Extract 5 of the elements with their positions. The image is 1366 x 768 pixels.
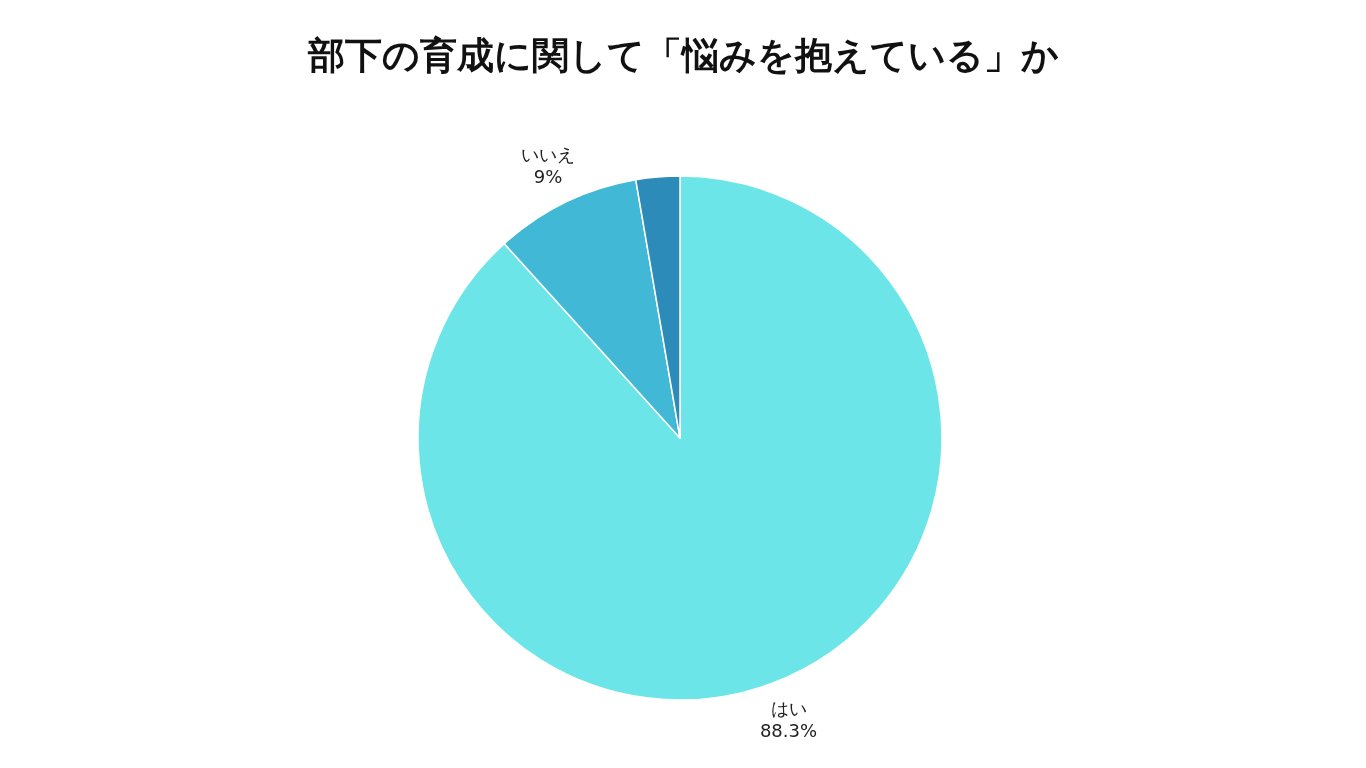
data-label: 88.3% [759,719,818,741]
data-label: 9% [533,166,563,188]
slice-label: はい [770,697,807,719]
chart-title: 部下の育成に関して「悩みを抱えている」か [306,34,1059,77]
slice-label: いいえ [520,144,575,166]
